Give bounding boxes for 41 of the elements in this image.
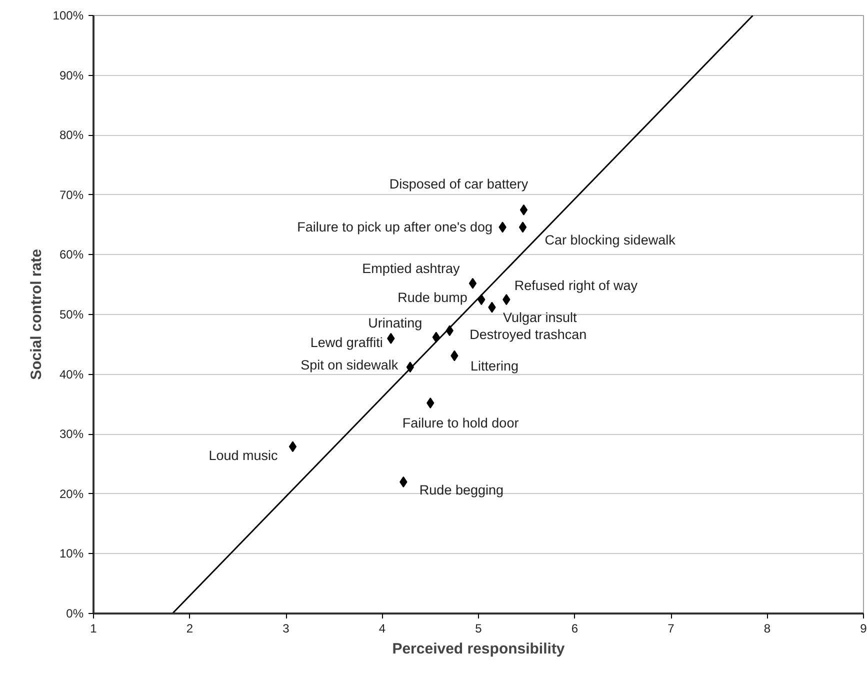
point [468, 278, 477, 289]
y-axis-title: Social control rate [28, 249, 45, 380]
annotation: Car blocking sidewalk [544, 232, 676, 248]
y-tick-label: 30% [59, 427, 84, 442]
point [288, 441, 297, 452]
point [518, 222, 527, 233]
x-axis-title: Perceived responsibility [392, 640, 566, 658]
y-tick-label: 100% [52, 8, 84, 22]
annotation: Rude begging [419, 482, 504, 498]
annotation: Destroyed trashcan [470, 327, 587, 342]
x-tick-label: 6 [571, 622, 578, 636]
annotation: Failure to hold door [402, 416, 520, 431]
annotation: Disposed of car battery [389, 176, 528, 192]
x-tick-label: 5 [475, 622, 482, 636]
annotation: Vulgar insult [502, 310, 578, 325]
annotation: Urinating [368, 316, 422, 331]
x-tick-label: 7 [668, 622, 675, 636]
y-tick-label: 40% [59, 367, 84, 382]
y-tick-label: 10% [59, 546, 84, 561]
y-tick-label: 70% [59, 188, 84, 202]
x-tick-label: 1 [90, 622, 98, 636]
y-tick-label: 60% [59, 248, 84, 262]
annotation: Emptied ashtray [362, 260, 460, 276]
x-tick-label: 4 [378, 622, 386, 636]
y-tick-label: 50% [59, 308, 84, 322]
annotation: Loud music [208, 448, 278, 464]
x-tick-label: 9 [860, 622, 867, 636]
y-tick-label: 20% [59, 486, 84, 501]
annotation: Lewd graffiti [310, 334, 383, 350]
x-tick-label: 2 [186, 622, 194, 636]
y-tick-label: 80% [59, 128, 84, 142]
annotation: Refused right of way [514, 278, 638, 294]
y-tick-label: 90% [59, 68, 84, 82]
x-tick-label: 8 [764, 622, 771, 636]
annotation: Failure to pick up after one's dog [297, 220, 493, 235]
annotation: Littering [470, 358, 518, 374]
point [520, 204, 528, 216]
y-tick-label: 0% [66, 606, 84, 620]
x-tick-label: 3 [282, 622, 290, 636]
annotation: Spit on sidewalk [300, 358, 398, 373]
annotation: Rude bump [398, 290, 468, 306]
